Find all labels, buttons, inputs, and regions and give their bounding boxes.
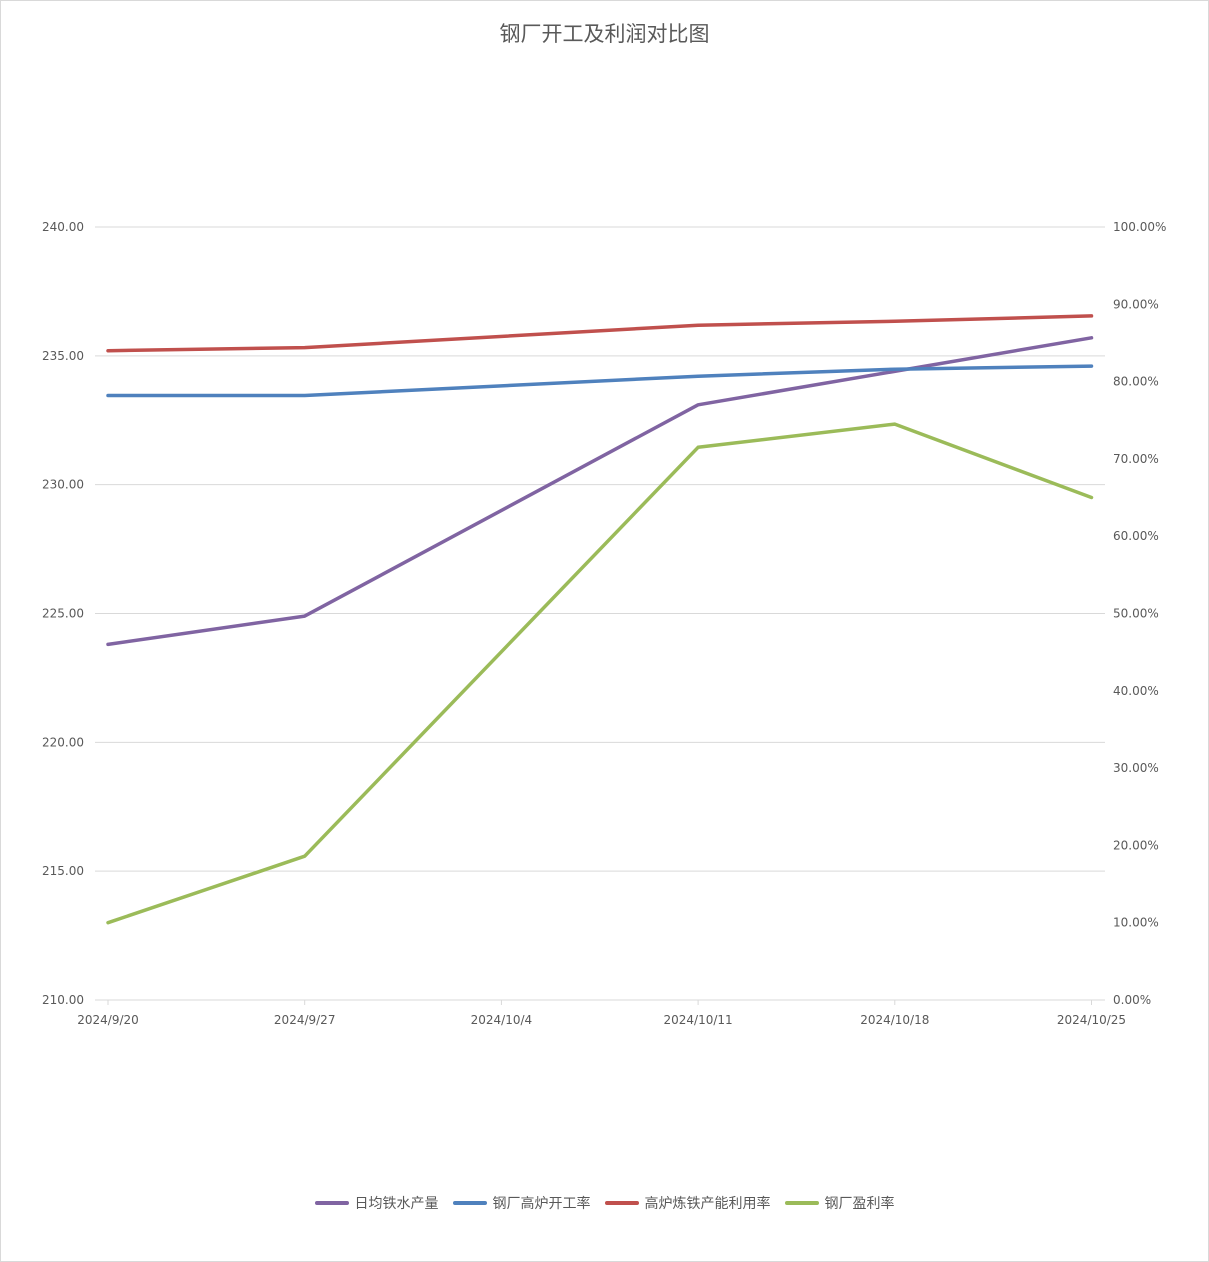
x-tick-label: 2024/10/18 xyxy=(860,1013,929,1027)
y-left-tick-label: 240.00 xyxy=(42,220,84,234)
x-tick-label: 2024/10/11 xyxy=(664,1013,733,1027)
legend-swatch xyxy=(314,1201,349,1205)
series-line xyxy=(106,336,1094,647)
y-right-tick-label: 70.00% xyxy=(1113,452,1159,466)
y-right-tick-label: 80.00% xyxy=(1113,375,1159,389)
y-left-tick-label: 230.00 xyxy=(42,478,84,492)
y-left-tick-label: 215.00 xyxy=(42,864,84,878)
y-right-tick-label: 40.00% xyxy=(1113,684,1159,698)
y-right-tick-label: 20.00% xyxy=(1113,838,1159,852)
legend-swatch xyxy=(784,1201,819,1205)
series-line xyxy=(106,422,1094,925)
legend-swatch xyxy=(452,1201,487,1205)
legend-item: 日均铁水产量 xyxy=(314,1193,439,1213)
y-right-tick-label: 60.00% xyxy=(1113,529,1159,543)
legend-item: 高炉炼铁产能利用率 xyxy=(604,1193,771,1213)
x-tick-label: 2024/10/25 xyxy=(1057,1013,1126,1027)
legend-label: 日均铁水产量 xyxy=(354,1196,439,1212)
x-tick-label: 2024/9/27 xyxy=(274,1013,336,1027)
series-line xyxy=(106,314,1094,353)
y-right-tick-label: 100.00% xyxy=(1113,220,1166,234)
y-right-tick-label: 30.00% xyxy=(1113,761,1159,775)
y-left-tick-label: 225.00 xyxy=(42,607,84,621)
x-tick-label: 2024/9/20 xyxy=(77,1013,139,1027)
chart-title: 钢厂开工及利润对比图 xyxy=(499,22,710,46)
legend-item: 钢厂高炉开工率 xyxy=(452,1193,591,1213)
legend-label: 高炉炼铁产能利用率 xyxy=(644,1196,771,1212)
y-left-tick-label: 235.00 xyxy=(42,349,84,363)
y-left-tick-label: 220.00 xyxy=(42,735,84,749)
y-right-tick-label: 0.00% xyxy=(1113,993,1151,1007)
legend-label: 钢厂盈利率 xyxy=(824,1196,895,1212)
y-right-tick-label: 10.00% xyxy=(1113,916,1159,930)
x-tick-label: 2024/10/4 xyxy=(471,1013,533,1027)
y-left-tick-label: 210.00 xyxy=(42,993,84,1007)
chart-legend: 日均铁水产量 钢厂高炉开工率 高炉炼铁产能利用率 钢厂盈利率 xyxy=(0,1193,1209,1213)
legend-item: 钢厂盈利率 xyxy=(784,1193,895,1213)
y-right-tick-label: 90.00% xyxy=(1113,297,1159,311)
legend-label: 钢厂高炉开工率 xyxy=(492,1196,591,1212)
series-line xyxy=(106,364,1094,398)
legend-swatch xyxy=(604,1201,639,1205)
y-right-tick-label: 50.00% xyxy=(1113,607,1159,621)
